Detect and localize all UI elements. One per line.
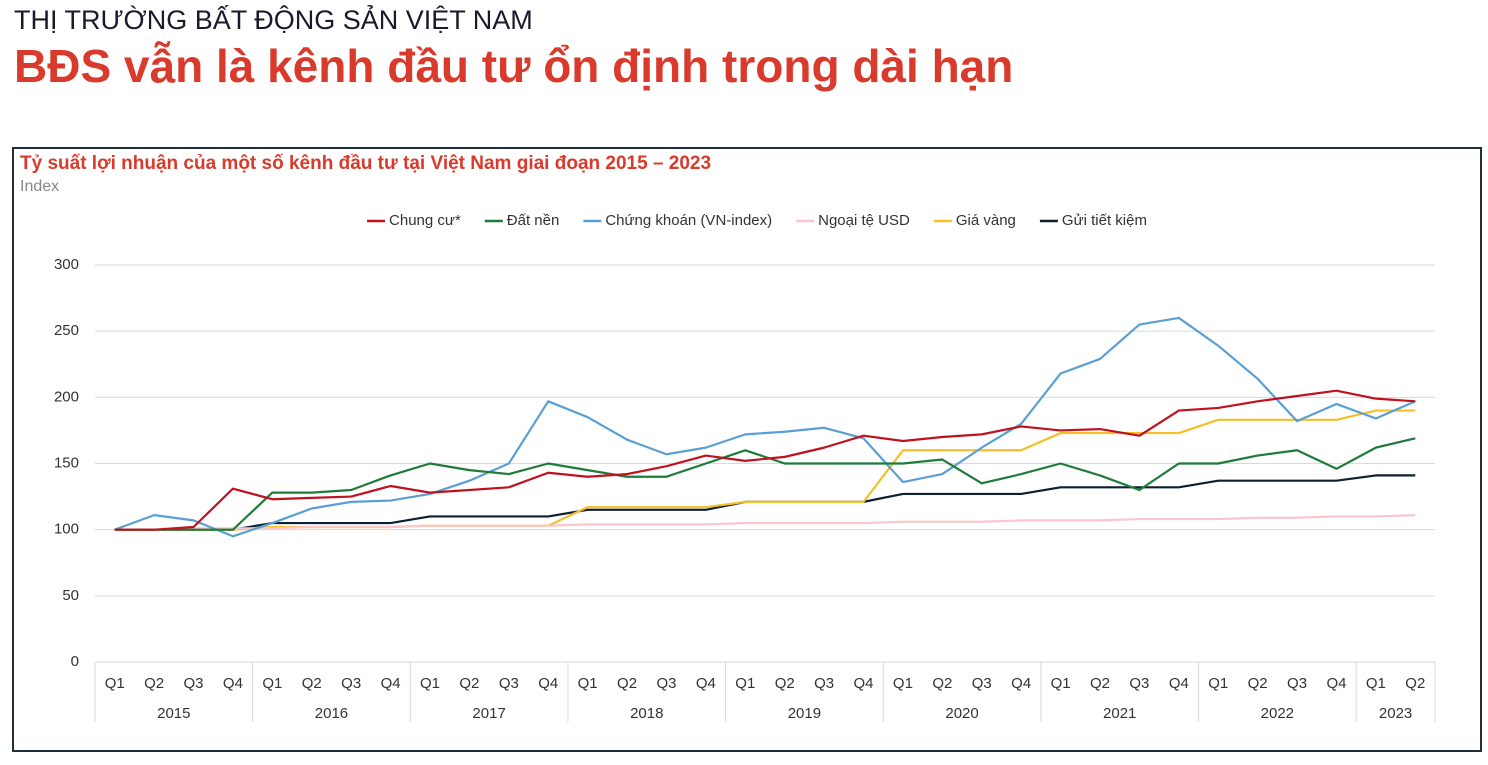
legend-label: Gửi tiết kiệm bbox=[1062, 212, 1147, 229]
legend-label: Chứng khoán (VN-index) bbox=[605, 212, 772, 229]
x-tick-label: Q4 bbox=[223, 675, 243, 692]
x-tick-label: Q3 bbox=[656, 675, 676, 692]
x-tick-label: Q2 bbox=[932, 675, 952, 692]
x-tick-label: Q1 bbox=[1208, 675, 1228, 692]
x-tick-label: Q3 bbox=[972, 675, 992, 692]
chart-frame bbox=[12, 147, 1482, 752]
x-tick-label: Q4 bbox=[696, 675, 716, 692]
x-tick-label: Q2 bbox=[302, 675, 322, 692]
x-tick-label: Q1 bbox=[735, 675, 755, 692]
x-tick-label: Q1 bbox=[578, 675, 598, 692]
x-tick-label: Q3 bbox=[499, 675, 519, 692]
x-tick-label: Q4 bbox=[538, 675, 558, 692]
x-tick-label: Q2 bbox=[1405, 675, 1425, 692]
x-tick-label: Q4 bbox=[1326, 675, 1346, 692]
x-group-label: 2017 bbox=[472, 705, 505, 722]
series-line bbox=[114, 437, 1416, 531]
chart-title: Tỷ suất lợi nhuận của một số kênh đầu tư… bbox=[20, 153, 711, 174]
y-axis-label: Index bbox=[20, 178, 59, 195]
x-tick-label: Q3 bbox=[341, 675, 361, 692]
x-tick-label: Q2 bbox=[459, 675, 479, 692]
x-tick-label: Q4 bbox=[381, 675, 401, 692]
y-tick-label: 300 bbox=[54, 256, 79, 273]
x-tick-label: Q1 bbox=[1366, 675, 1386, 692]
x-tick-label: Q1 bbox=[262, 675, 282, 692]
legend-label: Ngoại tệ USD bbox=[818, 212, 910, 229]
x-tick-label: Q4 bbox=[1169, 675, 1189, 692]
x-tick-label: Q3 bbox=[184, 675, 204, 692]
y-tick-label: 150 bbox=[54, 454, 79, 471]
x-group-label: 2019 bbox=[788, 705, 821, 722]
kicker: THỊ TRƯỜNG BẤT ĐỘNG SẢN VIỆT NAM bbox=[14, 3, 533, 35]
x-group-label: 2022 bbox=[1261, 705, 1294, 722]
x-group-label: 2021 bbox=[1103, 705, 1136, 722]
legend-label: Chung cư* bbox=[389, 212, 461, 229]
legend-label: Giá vàng bbox=[956, 212, 1016, 229]
x-tick-label: Q4 bbox=[1011, 675, 1031, 692]
x-tick-label: Q2 bbox=[1248, 675, 1268, 692]
x-tick-label: Q4 bbox=[854, 675, 874, 692]
legend-label: Đất nền bbox=[507, 212, 560, 229]
y-tick-label: 50 bbox=[62, 587, 79, 604]
x-tick-label: Q1 bbox=[420, 675, 440, 692]
x-tick-label: Q2 bbox=[144, 675, 164, 692]
series-line bbox=[114, 514, 1416, 531]
series-line bbox=[114, 389, 1416, 531]
x-tick-label: Q3 bbox=[814, 675, 834, 692]
x-group-label: 2023 bbox=[1379, 705, 1412, 722]
x-tick-label: Q3 bbox=[1287, 675, 1307, 692]
x-tick-label: Q2 bbox=[617, 675, 637, 692]
y-tick-label: 250 bbox=[54, 322, 79, 339]
series-line bbox=[114, 409, 1416, 531]
headline: BĐS vẫn là kênh đầu tư ổn định trong dài… bbox=[14, 40, 1013, 92]
x-tick-label: Q1 bbox=[105, 675, 125, 692]
legend: Chung cư* Đất nền Chứng khoán (VN-index) Ng… bbox=[367, 212, 1147, 229]
x-tick-label: Q1 bbox=[893, 675, 913, 692]
y-tick-label: 200 bbox=[54, 388, 79, 405]
x-tick-label: Q1 bbox=[1051, 675, 1071, 692]
y-tick-label: 0 bbox=[71, 653, 79, 670]
series-line bbox=[114, 316, 1416, 538]
x-group-label: 2018 bbox=[630, 705, 663, 722]
y-tick-label: 100 bbox=[54, 521, 79, 538]
x-tick-label: Q3 bbox=[1129, 675, 1149, 692]
x-group-label: 2020 bbox=[945, 705, 978, 722]
x-group-label: 2015 bbox=[157, 705, 190, 722]
x-tick-label: Q2 bbox=[1090, 675, 1110, 692]
x-group-label: 2016 bbox=[315, 705, 348, 722]
x-tick-label: Q2 bbox=[775, 675, 795, 692]
